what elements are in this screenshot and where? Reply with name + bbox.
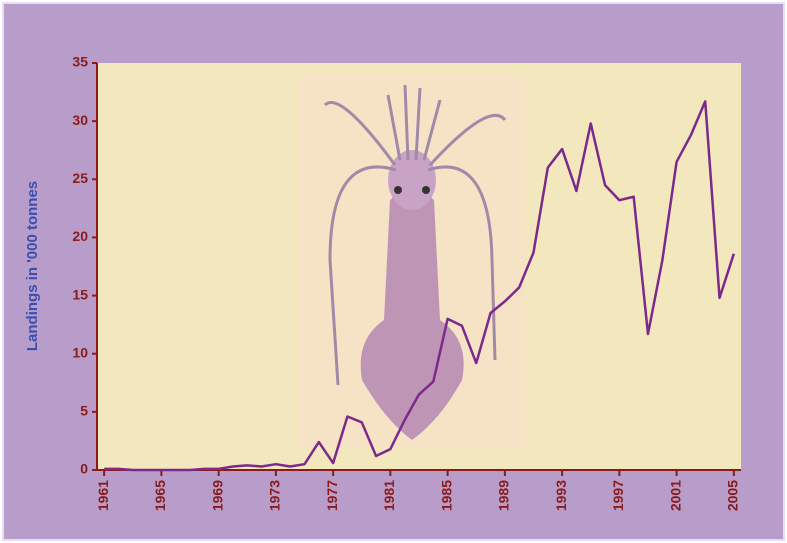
x-tick-label: 2001 [667, 480, 683, 511]
x-tick-label: 1985 [438, 480, 454, 511]
x-tick-label: 1973 [267, 480, 283, 511]
y-tick-label: 30 [72, 112, 88, 128]
x-tick-label: 1989 [496, 480, 512, 511]
y-axis-title: Landings in '000 tonnes [24, 181, 41, 351]
y-tick-label: 25 [72, 170, 88, 186]
x-tick-label: 1993 [553, 480, 569, 511]
squid-illustration [300, 75, 525, 447]
x-tick-label: 1969 [209, 480, 225, 511]
y-tick-label: 15 [72, 286, 88, 302]
y-tick-label: 0 [80, 461, 88, 477]
x-tick-label: 1981 [381, 480, 397, 511]
y-tick-label: 20 [72, 228, 88, 244]
x-tick-label: 1965 [152, 480, 168, 511]
x-tick-label: 1977 [324, 480, 340, 511]
x-tick-label: 2005 [725, 480, 741, 511]
y-tick-label: 10 [72, 344, 88, 360]
x-tick-label: 1997 [610, 480, 626, 511]
y-tick-label: 35 [72, 54, 88, 70]
data-line [104, 100, 736, 472]
x-tick-label: 1961 [95, 480, 111, 511]
y-tick-label: 5 [80, 403, 88, 419]
